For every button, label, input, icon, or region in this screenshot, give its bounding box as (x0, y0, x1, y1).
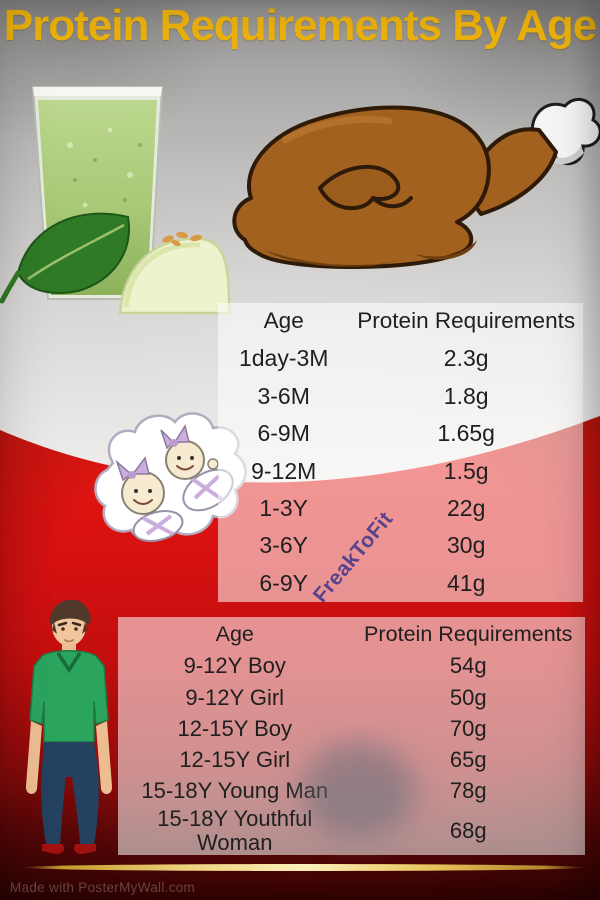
table-row: 6-9M 1.65g (218, 415, 583, 452)
table-cell: 22g (447, 494, 486, 521)
table-row: 1day-3M 2.3g (218, 340, 583, 377)
table-body: 9-12Y Boy 54g 9-12Y Girl 50g 12-15Y Boy 70g 12… (118, 651, 585, 855)
table-cell: 70g (449, 715, 487, 741)
table-cell: 65g (449, 746, 487, 772)
table-row: 9-12Y Boy 54g (118, 651, 585, 682)
table-cell: 54g (449, 653, 487, 679)
table-cell: 6-9Y (259, 569, 308, 596)
table-cell: 1day-3M (238, 345, 329, 372)
table-cell: 2.3g (443, 345, 489, 372)
table-row: 15-18Y Youthful Woman 68g (118, 805, 585, 855)
table-cell: 6-9M (257, 420, 310, 447)
footer-watermark: Made with PosterMyWall.com (10, 880, 196, 895)
table-cell: 68g (449, 817, 487, 843)
green-smoothie-icon (0, 86, 231, 315)
table-cell: 9-12Y Boy (183, 653, 286, 679)
table-header-row: Age Protein Requirements (118, 617, 585, 651)
protein-table-infants: Age Protein Requirements 1day-3M 2.3g 3-6M… (218, 303, 583, 602)
page-title: Protein Requirements By Age (3, 1, 597, 50)
table-row: 6-9Y 41g (218, 565, 583, 602)
table-cell: 3-6M (257, 382, 310, 409)
table-header-row: Age Protein Requirements (218, 303, 583, 340)
table-row: 3-6Y 30g (218, 527, 583, 564)
table-row: 12-15Y Boy 70g (118, 713, 585, 744)
column-header-protein: Protein Requirements (357, 308, 576, 334)
roast-turkey-icon (232, 98, 600, 269)
table-cell: 50g (449, 684, 487, 710)
table-cell: 12-15Y Boy (177, 715, 293, 741)
protein-table-youth: Age Protein Requirements 9-12Y Boy 54g 9-1… (118, 617, 585, 855)
blurred-spot (303, 742, 415, 838)
table-row: 9-12M 1.5g (218, 453, 583, 490)
table-cell: 15-18Y Youthful Woman (157, 805, 313, 855)
table-cell: 15-18Y Young Man (141, 777, 329, 803)
column-header-age: Age (215, 621, 254, 647)
gold-divider-line (22, 864, 585, 871)
table-cell: 41g (447, 569, 486, 596)
column-header-age: Age (263, 308, 304, 334)
table-row: 12-15Y Girl 65g (118, 744, 585, 775)
table-cell: 9-12Y Girl (185, 684, 285, 710)
table-row: 15-18Y Young Man 78g (118, 776, 585, 807)
young-man-icon (25, 599, 113, 854)
table-cell: 12-15Y Girl (179, 746, 291, 772)
table-cell: 30g (447, 532, 486, 559)
table-body: 1day-3M 2.3g 3-6M 1.8g 6-9M 1.65g 9-12M 1.5g 1-3… (218, 340, 583, 602)
table-cell: 3-6Y (259, 532, 308, 559)
table-cell: 1-3Y (259, 494, 308, 521)
table-cell: 1.5g (443, 457, 489, 484)
table-cell: 78g (449, 777, 487, 803)
table-cell: 1.8g (443, 382, 489, 409)
column-header-protein: Protein Requirements (364, 621, 573, 647)
table-row: 9-12Y Girl 50g (118, 682, 585, 713)
table-row: 1-3Y 22g (218, 490, 583, 527)
table-row: 3-6M 1.8g (218, 378, 583, 415)
table-cell: 1.65g (437, 420, 495, 447)
table-cell: 9-12M (251, 457, 317, 484)
